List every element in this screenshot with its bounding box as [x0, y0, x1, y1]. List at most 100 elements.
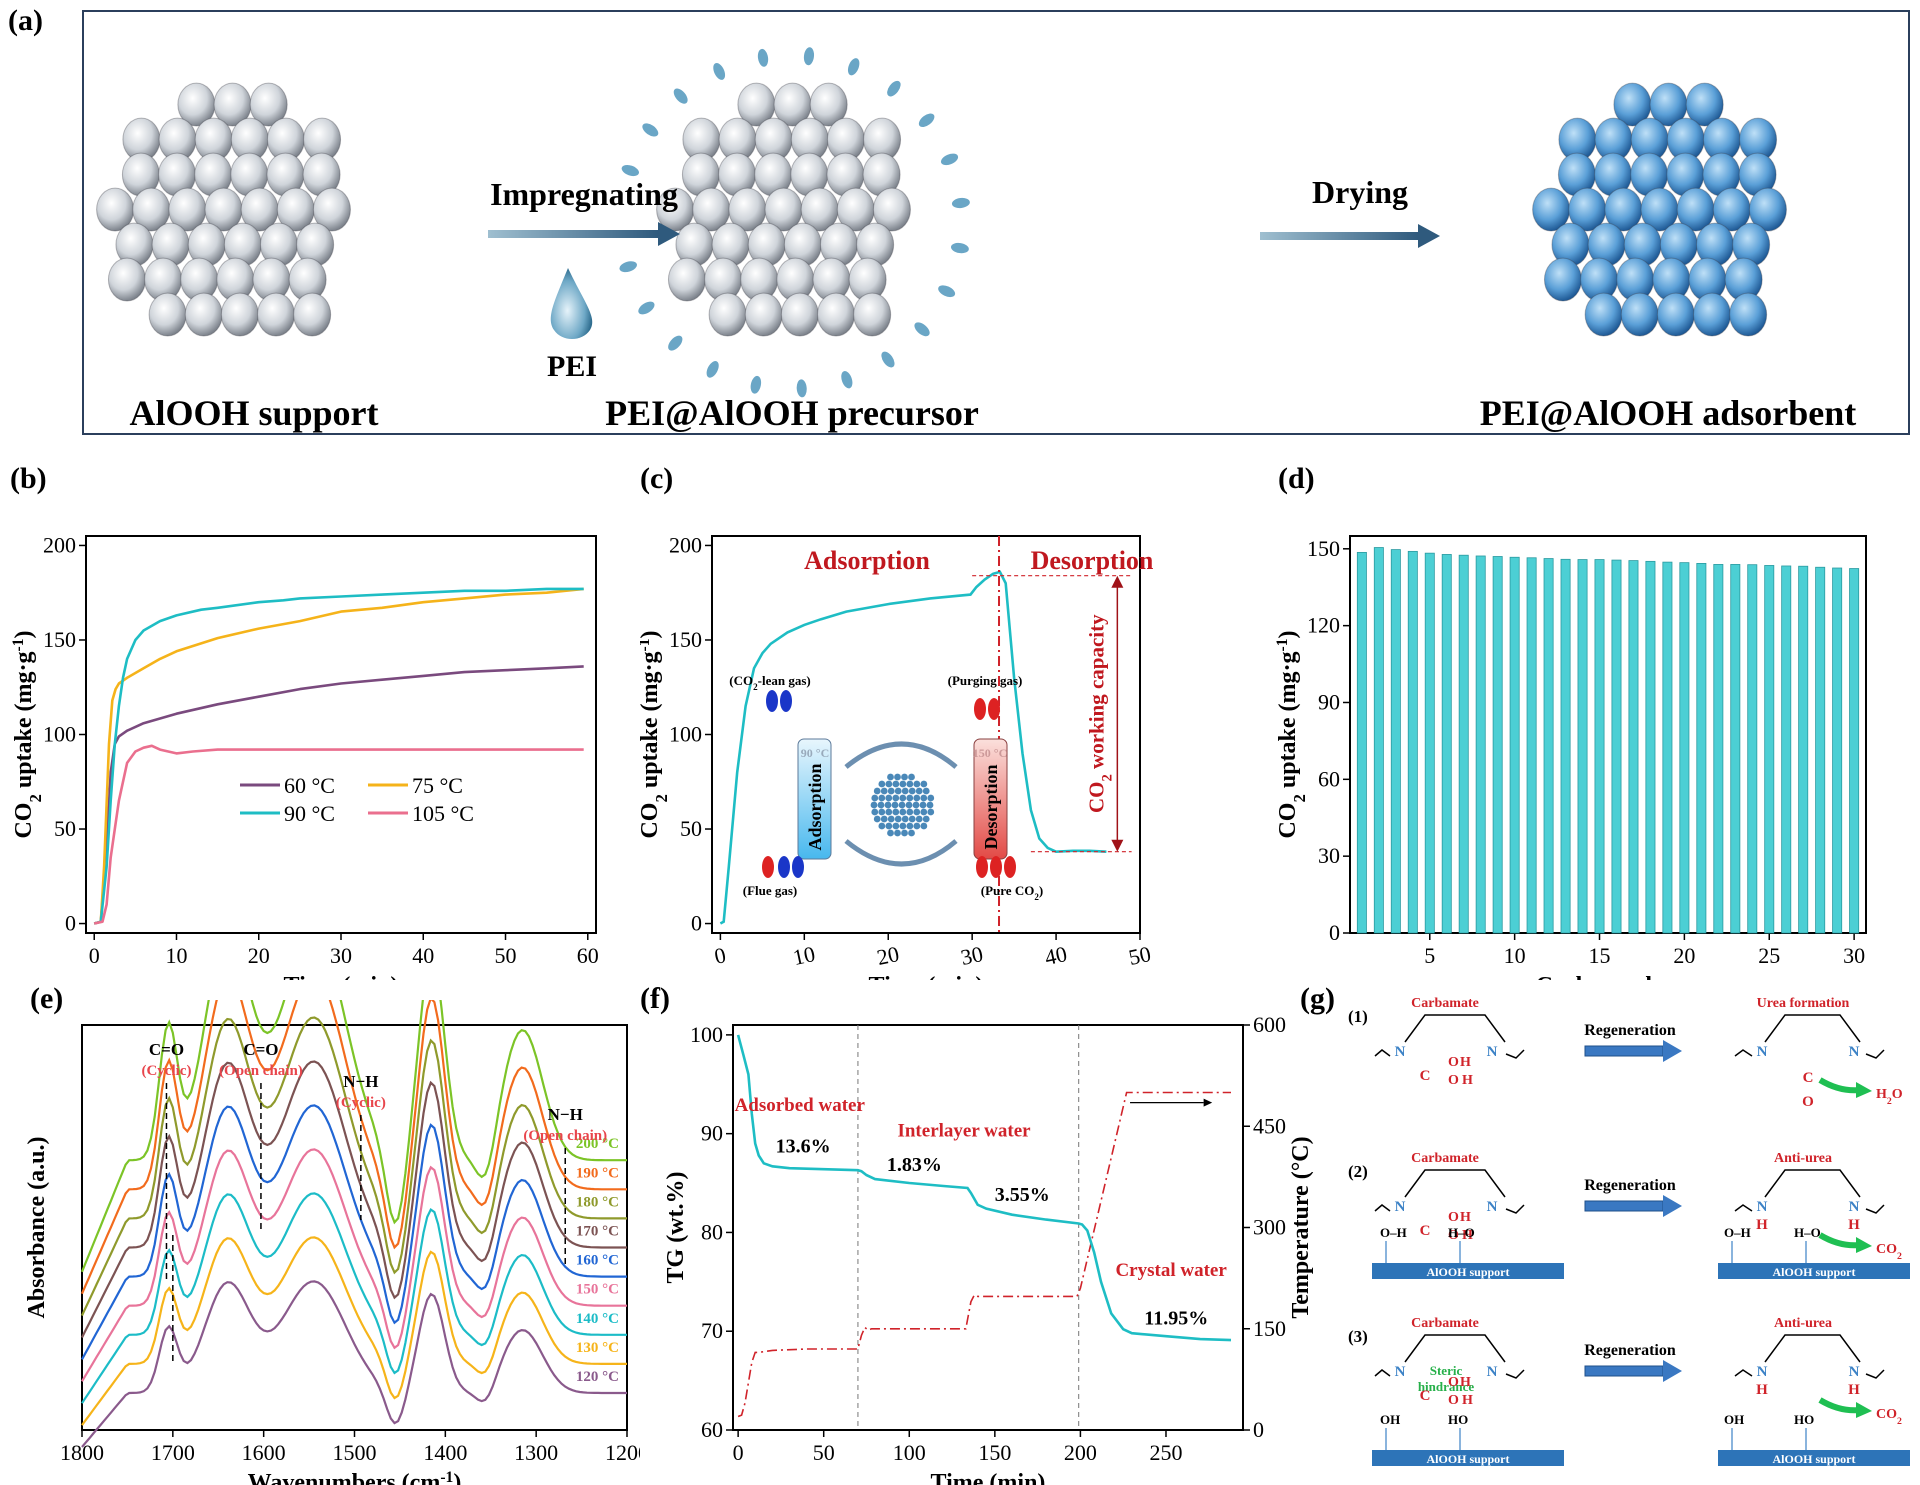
adsorbent-bead [885, 780, 893, 788]
surface-hydroxyl: O–H [1724, 1225, 1751, 1240]
adsorbent-bead [871, 794, 879, 802]
uptake-curve [719, 570, 1107, 925]
release-arrow [1818, 1232, 1861, 1249]
sphere-bead [1748, 187, 1787, 232]
sphere-bead [809, 82, 848, 127]
series-line-90c [93, 587, 584, 925]
x-tick-label: 1800 [60, 1440, 104, 1465]
chain-bond [1865, 1369, 1885, 1379]
synthesis-scheme: Impregnating PEI Drying AlOOH support PE… [82, 10, 1910, 435]
adsorbent-bead [870, 801, 878, 809]
chain-bond [1374, 1204, 1391, 1212]
step-reagent-pei: PEI [546, 350, 598, 383]
caption-adsorbent: PEI@AlOOH adsorbent [1479, 393, 1857, 433]
cycle-arrow-bottom [844, 839, 958, 867]
atom-c: C [1420, 1223, 1431, 1239]
gas-molecule-icon [988, 698, 1000, 720]
y-tick-label: 60 [701, 1417, 723, 1442]
released-product: CO2 [1876, 1242, 1902, 1262]
spectrum-label: 180 °C [576, 1194, 619, 1210]
bar-cycle-20 [1679, 562, 1690, 934]
adsorbent-bead [912, 801, 920, 809]
x-tick-label: 1200 [605, 1440, 640, 1465]
adsorbent-bead [873, 815, 881, 823]
adsorbent-bead [887, 815, 895, 823]
ring-bond [1404, 1014, 1506, 1043]
bar-cycle-22 [1713, 564, 1724, 934]
chain-bond [1734, 1369, 1753, 1377]
y-right-tick-label: 150 [1253, 1316, 1286, 1341]
gas-molecule-icon [974, 698, 986, 720]
chart-b-uptake-vs-temperature: 0 10 20 30 40 50 60 0 50 100 150 200 Time (min) CO2 u… [10, 532, 599, 980]
adsorbent-bead [913, 794, 921, 802]
pei-droplet-icon [638, 301, 655, 315]
chain-bond [1865, 1204, 1885, 1214]
process-inset: 90 °C 150 °C Adsorption Desorption (CO2-lean… [729, 673, 1043, 902]
bar-cycle-7 [1458, 554, 1469, 934]
y-right-tick-label: 0 [1253, 1417, 1264, 1442]
y-tick-label: 0 [65, 911, 76, 936]
series-line-75c [93, 587, 584, 925]
annotation-bond: C=O [149, 1040, 184, 1059]
adsorption-temp: 90 °C [801, 746, 829, 760]
caption-precursor: PEI@AlOOH precursor [605, 393, 979, 433]
y-right-tick-label: 450 [1253, 1113, 1286, 1138]
atom-n: N [1395, 1044, 1406, 1060]
pei-droplet-icon [668, 335, 683, 351]
pei-droplet-icon [918, 113, 935, 128]
adsorbent-bead [927, 794, 935, 802]
adsorbent-bead [905, 801, 913, 809]
gas-molecule-icon [990, 856, 1002, 878]
right-title: Anti-urea [1774, 1316, 1832, 1331]
caption-alooh-support: AlOOH support [129, 393, 379, 433]
sphere-bead [853, 292, 892, 337]
x-tick-label: 0 [712, 942, 728, 969]
sphere-bead [293, 292, 332, 337]
chain-bond [1505, 1369, 1525, 1379]
atom-c: C [1420, 1388, 1431, 1404]
x-tick-label: 30 [958, 941, 985, 970]
y-tick-label: 100 [43, 722, 76, 747]
y-tick-label: 80 [701, 1219, 723, 1244]
support-label-right: AlOOH support [1772, 1265, 1855, 1279]
sphere-bead [1729, 292, 1768, 337]
ring-bond [1764, 1334, 1861, 1363]
adsorbent-bead [887, 787, 895, 795]
alooh-support-sphere [96, 82, 351, 337]
chart-d-cycle-stability: 5 10 15 20 25 30 0 30 60 90 120 150 Cycle number CO2 … [1274, 535, 1867, 980]
x-tick-label: 40 [1042, 941, 1069, 970]
regeneration-arrowhead-icon [1663, 1195, 1682, 1217]
bar-cycle-1 [1356, 551, 1367, 934]
legend-label: 105 °C [412, 801, 474, 826]
bar-cycle-29 [1832, 567, 1843, 934]
bar-cycle-5 [1424, 552, 1435, 934]
x-axis-label: Time (min) [284, 973, 399, 980]
adsorbent-bead [892, 794, 900, 802]
y-tick-label: 30 [1318, 843, 1340, 868]
axes: 0 10 20 30 40 50 60 0 50 100 150 200 [43, 532, 599, 968]
gas-label-purging: (Purging gas) [948, 673, 1023, 688]
y-tick-label: 200 [669, 532, 702, 557]
sphere-bead [1656, 292, 1695, 337]
pei-alooh-adsorbent-sphere [1532, 82, 1787, 337]
adsorbent-bead [922, 787, 930, 795]
plot-frame [711, 535, 1141, 934]
surface-hydroxyl: HO [1794, 1412, 1814, 1427]
x-tick-label: 150 [978, 1440, 1011, 1465]
scheme-graphics [96, 47, 1787, 398]
gas-molecule-icon [1004, 856, 1016, 878]
adsorbent-bead [880, 815, 888, 823]
surface-hydroxyl: O–H [1380, 1225, 1407, 1240]
x-tick-label: 25 [1758, 943, 1780, 968]
chain-bond [1865, 1049, 1885, 1059]
atom-c: C [1420, 1068, 1431, 1084]
steric-note-1: Steric [1430, 1363, 1463, 1378]
adsorbent-bead [899, 780, 907, 788]
adsorbent-bead [920, 822, 928, 830]
atom-h: H [1460, 1055, 1471, 1070]
row-index: (3) [1348, 1327, 1368, 1346]
spectrum-label: 170 °C [576, 1223, 619, 1239]
atom-h: H [1462, 1393, 1473, 1408]
